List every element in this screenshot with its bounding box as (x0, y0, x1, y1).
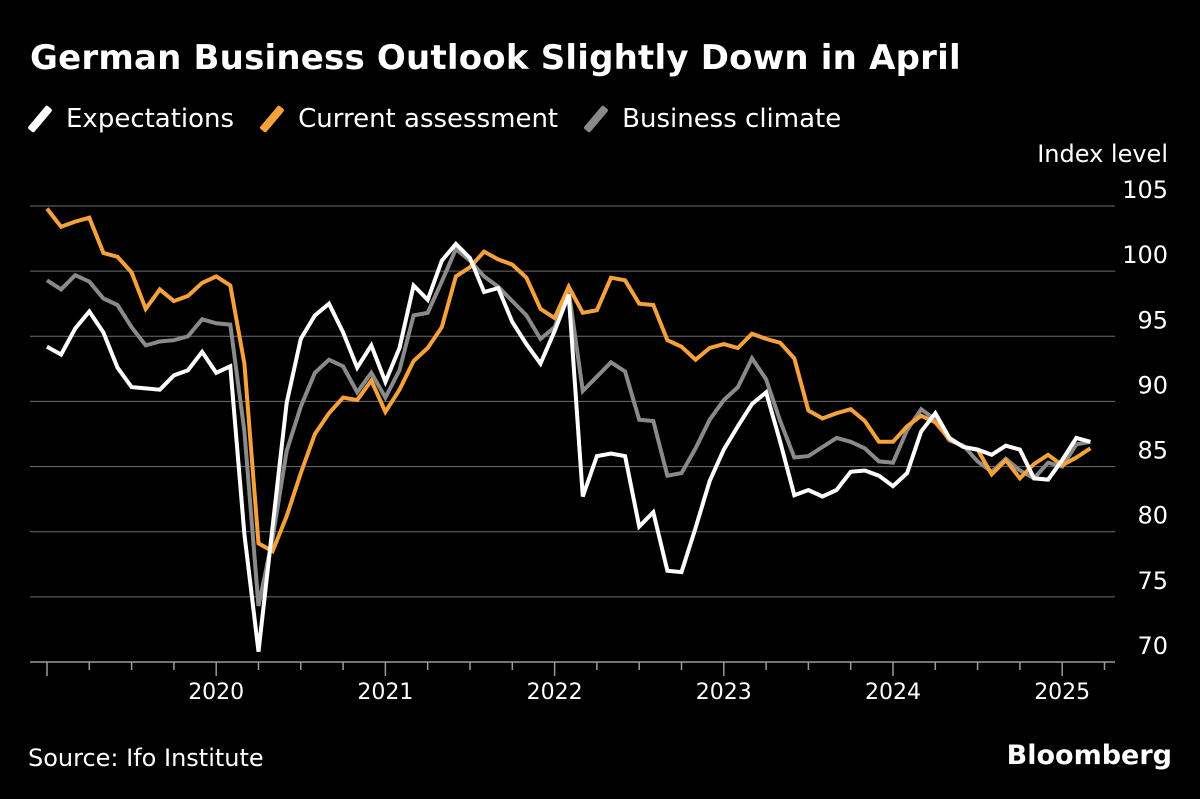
legend-label-expectations: Expectations (66, 104, 235, 134)
y-tick-label-100: 100 (1122, 241, 1168, 269)
series-line-expectations (46, 240, 1091, 652)
legend-item-expectations: Expectations (27, 102, 235, 136)
x-tick-label-2022: 2022 (527, 680, 583, 705)
legend-label-current-assessment: Current assessment (298, 104, 559, 134)
legend-item-current-assessment: Current assessment (259, 102, 559, 136)
y-tick-label-80: 80 (1137, 502, 1168, 530)
x-tick-label-2024: 2024 (865, 680, 921, 705)
y-tick-label-85: 85 (1137, 437, 1168, 465)
x-tick-label-2023: 2023 (696, 680, 752, 705)
legend-label-business-climate: Business climate (622, 104, 842, 134)
x-tick-label-2021: 2021 (357, 680, 413, 705)
y-tick-label-95: 95 (1137, 306, 1168, 334)
source-note: Source: Ifo Institute (28, 744, 264, 772)
y-tick-label-90: 90 (1137, 371, 1168, 399)
x-tick-label-2025: 2025 (1034, 680, 1090, 705)
y-tick-label-105: 105 (1122, 176, 1168, 204)
legend-item-business-climate: Business climate (583, 102, 842, 136)
y-tick-label-75: 75 (1137, 567, 1168, 595)
bloomberg-logo: Bloomberg (1006, 740, 1172, 771)
legend: Expectations Current assessment Business… (27, 102, 869, 136)
x-tick-label-2020: 2020 (188, 680, 244, 705)
y-axis-label: Index level (1037, 140, 1168, 168)
y-tick-label-70: 70 (1137, 632, 1168, 660)
chart-title: German Business Outlook Slightly Down in… (30, 38, 961, 78)
series-line-current-assessment (45, 207, 1092, 555)
